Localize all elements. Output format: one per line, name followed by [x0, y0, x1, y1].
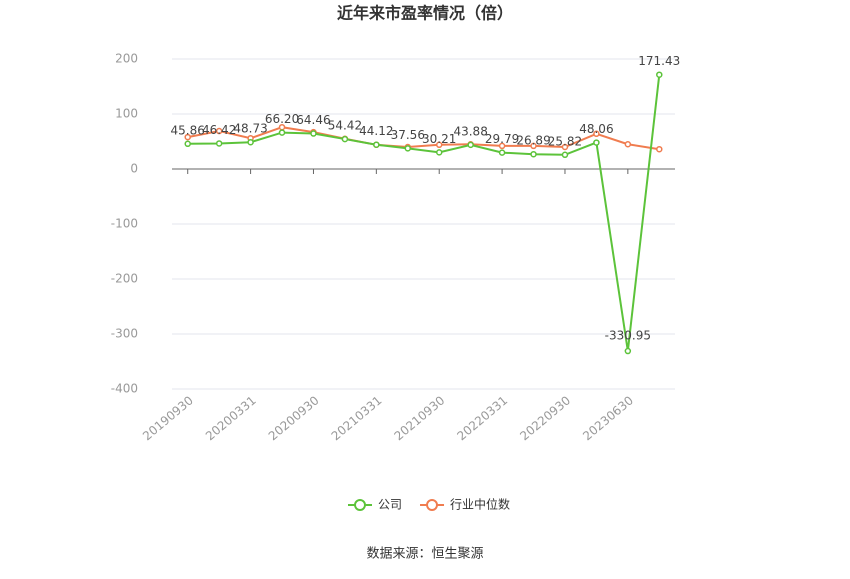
- point: [530, 150, 537, 158]
- point: [278, 129, 286, 136]
- chart-title: 近年来市盈率情况（倍）: [337, 4, 513, 23]
- point: [310, 130, 317, 137]
- data-label: 66.20: [265, 112, 299, 126]
- point: [247, 138, 254, 146]
- data-label: 46.42: [202, 123, 236, 137]
- x-tick-label: 20190930: [140, 393, 196, 443]
- point: [215, 127, 223, 135]
- point: [467, 141, 474, 149]
- data-label: 64.46: [296, 113, 330, 127]
- x-tick-label: 20220331: [454, 393, 510, 443]
- point: [215, 140, 223, 147]
- point: [435, 141, 443, 149]
- data-label: -330.95: [605, 329, 651, 343]
- point: [561, 151, 569, 159]
- source: 数据来源：恒生聚源: [366, 547, 483, 562]
- data-label: 29.79: [485, 132, 519, 146]
- x-tick-label: 20230630: [580, 393, 636, 443]
- data-label: 43.88: [453, 124, 487, 138]
- point: [435, 149, 443, 156]
- point: [498, 142, 506, 150]
- legend-marker: [354, 499, 366, 511]
- point: [373, 141, 380, 148]
- point: [593, 139, 600, 146]
- point: [341, 135, 349, 143]
- point: [624, 347, 632, 355]
- data-label: 26.89: [516, 134, 550, 148]
- x-tick-label: 20210331: [329, 393, 385, 443]
- data-label: 37.56: [391, 128, 425, 142]
- point: [561, 143, 569, 151]
- x-tick-label: 20210930: [392, 393, 448, 443]
- legend-label: 公司: [378, 498, 402, 512]
- line: [187, 74, 661, 352]
- x-tick-label: 20200331: [203, 393, 259, 443]
- legend-marker: [426, 499, 439, 511]
- data-label: 25.82: [548, 134, 582, 148]
- y-tick-label: -200: [111, 272, 138, 286]
- point: [593, 130, 600, 138]
- point: [184, 133, 191, 141]
- legend-label: 行业中位数: [450, 497, 510, 512]
- data-label: 45.86: [171, 123, 205, 137]
- y-tick-label: -300: [111, 327, 138, 341]
- line: [187, 126, 660, 151]
- y-tick-label: -400: [111, 382, 138, 396]
- y-tick-label: 0: [130, 162, 138, 176]
- data-label: 30.21: [422, 132, 456, 146]
- y-tick-label: 200: [115, 52, 138, 66]
- point: [498, 149, 506, 156]
- point: [656, 71, 663, 78]
- point: [404, 145, 412, 152]
- point: [624, 141, 632, 148]
- data-label: 54.42: [328, 119, 362, 133]
- point: [184, 140, 191, 148]
- data-label: 171.43: [638, 54, 680, 68]
- x-tick-label: 20200930: [266, 393, 322, 443]
- y-tick-label: 100: [115, 107, 138, 121]
- data-label: 48.73: [233, 122, 267, 136]
- data-label: 48.06: [579, 122, 613, 136]
- x-tick-label: 20220930: [517, 393, 573, 443]
- point: [530, 142, 537, 150]
- point: [656, 145, 663, 153]
- y-tick-label: -100: [111, 217, 138, 231]
- data-label: 44.12: [359, 124, 393, 138]
